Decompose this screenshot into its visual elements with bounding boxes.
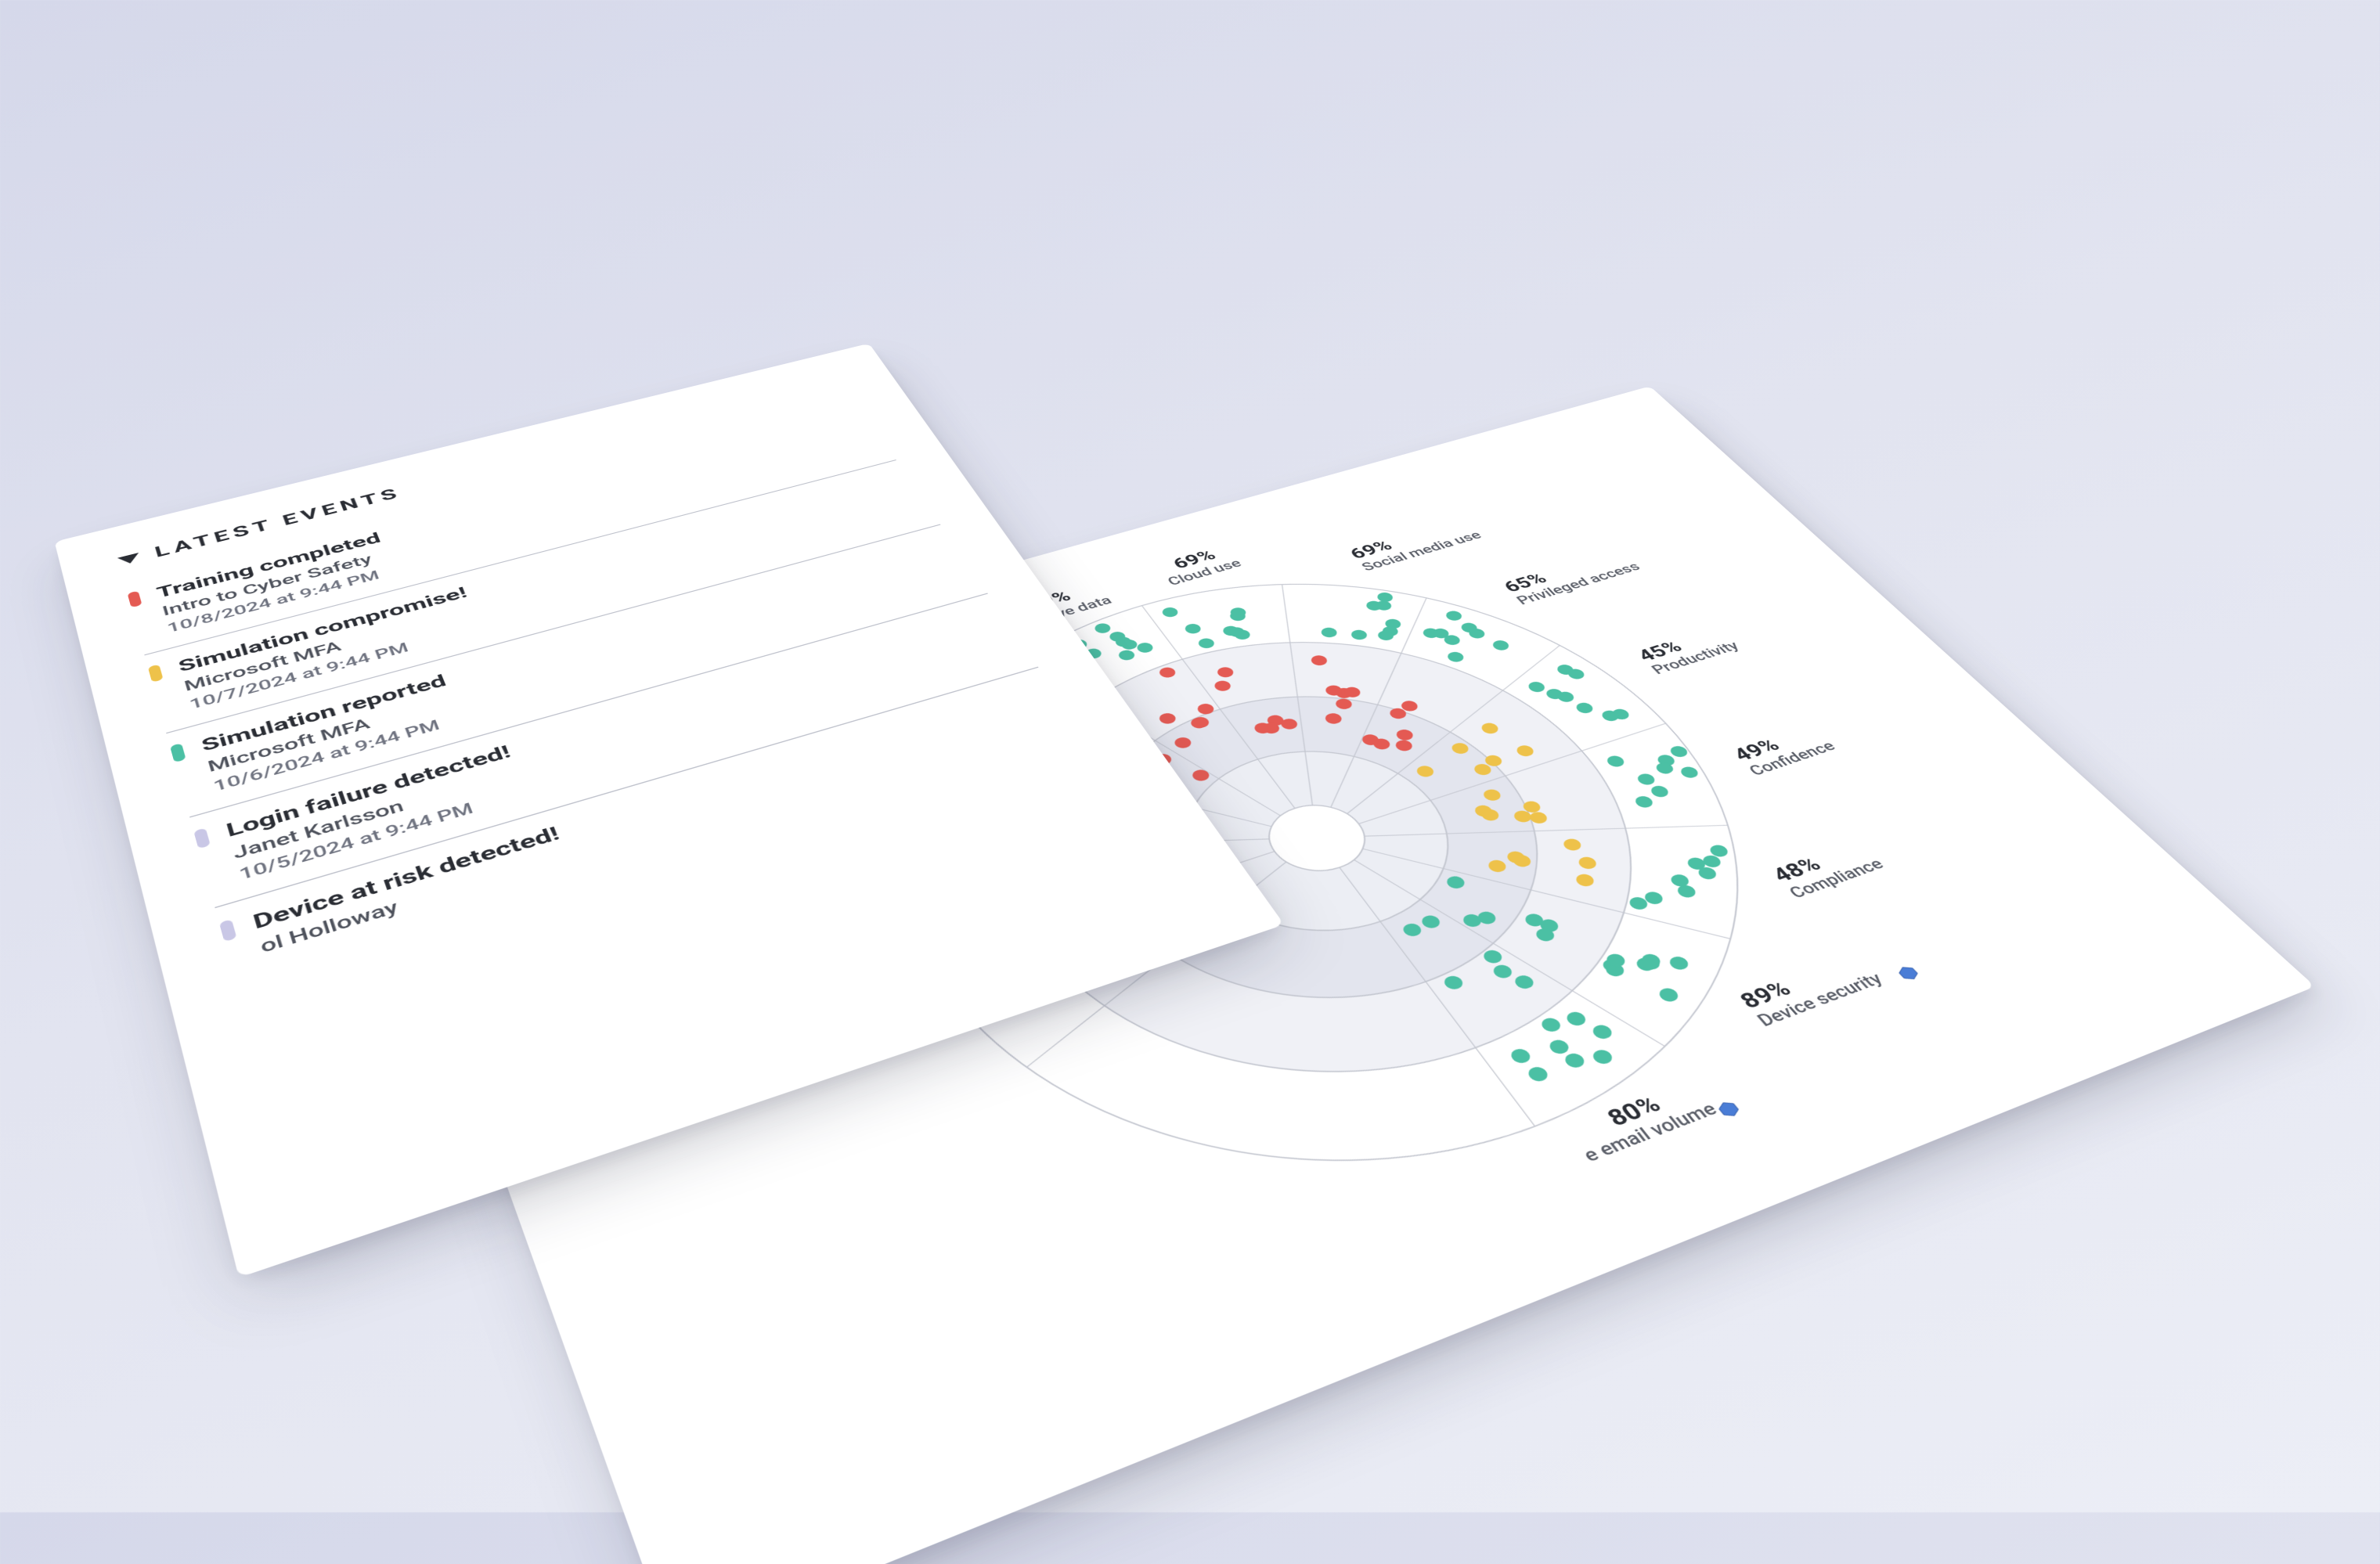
segment-label: 48%Compliance	[1766, 836, 1888, 903]
event-subtitle: ol Holloway	[258, 697, 1073, 959]
svg-text:48%: 48%	[1766, 852, 1826, 887]
collapse-caret-icon[interactable]	[117, 553, 141, 566]
event-status-icon	[170, 743, 186, 762]
segment-label: 89%Device security	[1734, 936, 1921, 1033]
segment-label: 65%Privileged access	[1499, 545, 1644, 607]
premium-badge-icon	[1896, 965, 1920, 982]
latest-events-list: Training completedIntro to Cyber Safety1…	[124, 400, 1081, 985]
event-row[interactable]: Device at risk detected!ol Holloway	[215, 668, 1081, 984]
segment-label: 69%Cloud use	[1153, 542, 1245, 589]
event-status-icon	[219, 919, 237, 942]
segment-label: 49%Confidence	[1728, 720, 1840, 779]
segment-label: 69%Social media use	[1346, 514, 1485, 574]
segment-label: 45%Productivity	[1632, 622, 1744, 677]
event-status-icon	[193, 827, 211, 849]
event-title: Device at risk detected!	[251, 677, 1059, 935]
event-status-icon	[128, 591, 142, 608]
event-status-icon	[148, 664, 164, 682]
